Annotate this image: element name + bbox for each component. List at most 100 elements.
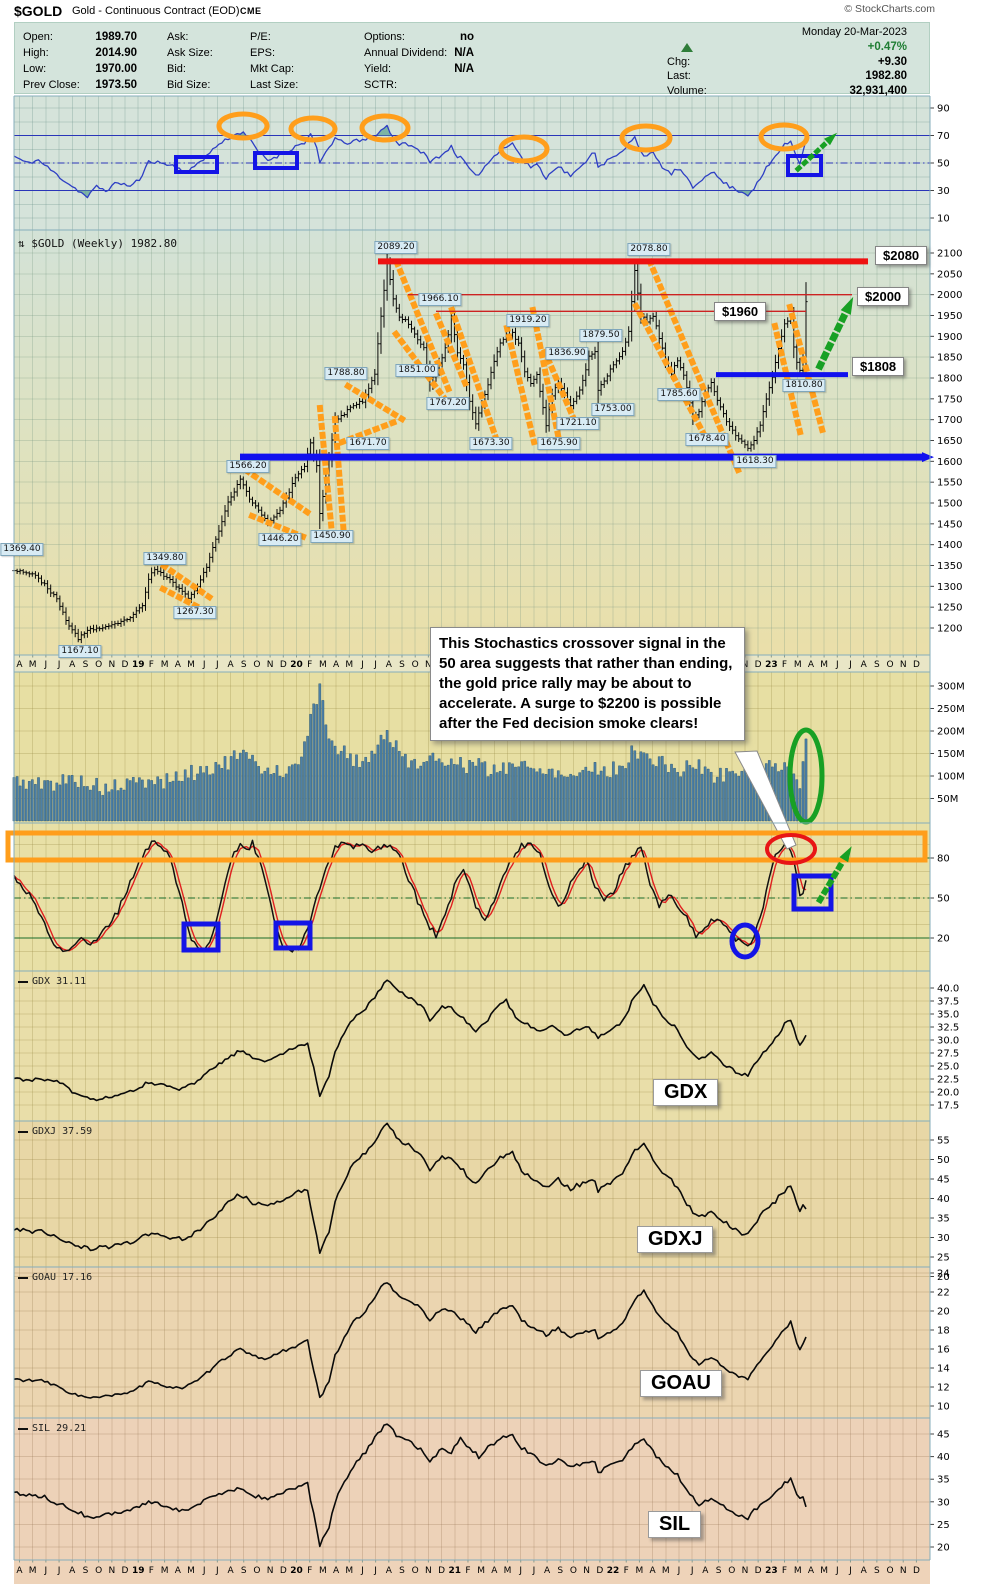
bottom-month-label: N [425, 1566, 432, 1576]
bottom-month-label: F [782, 1566, 787, 1576]
rsi-line [13, 124, 807, 199]
bottom-month-label: A [702, 1566, 709, 1576]
bottom-month-label: A [650, 1566, 657, 1576]
orange-dotted-trendline [529, 306, 563, 444]
price-label: 1450.90 [310, 530, 354, 543]
quote-label: Prev Close: [23, 79, 80, 91]
price-y-tick-label: 1550 [937, 478, 962, 489]
resistance-1960-label: $1960 [714, 302, 767, 321]
bottom-month-label: J [677, 1566, 681, 1576]
ohlc-chart-icon: ⇅ [18, 237, 25, 250]
last-label: Last: [667, 70, 691, 83]
orange-dotted-trendline [433, 312, 472, 394]
price-y-tick-label: 1700 [937, 415, 962, 426]
gdx-y-tick-label: 30.0 [937, 1036, 959, 1047]
orange-ellipse-annotation [758, 122, 810, 152]
orange-dotted-trendline [158, 584, 205, 613]
legend-line-icon [18, 1427, 28, 1430]
bottom-month-label: S [557, 1566, 563, 1576]
price-y-tick-label: 1350 [937, 561, 962, 572]
price-label: 1721.10 [556, 417, 600, 430]
bottom-month-label: M [820, 1566, 828, 1576]
bottom-month-label: D [755, 1566, 762, 1576]
quote-label: P/E: [250, 31, 271, 43]
gdxj-y-tick-label: 30 [937, 1233, 950, 1244]
rsi-y-tick-label: 30 [937, 186, 950, 197]
green-arrow-head [840, 296, 854, 315]
price-y-tick-label: 1650 [937, 436, 962, 447]
blue-rect-annotation [786, 154, 823, 177]
quote-row: Open: 1989.70 [23, 29, 137, 45]
price-label: 1671.70 [346, 437, 390, 450]
bottom-month-label: 23 [765, 1566, 778, 1576]
price-y-tick-label: 1300 [937, 582, 962, 593]
support-1808-label: $1808 [852, 357, 905, 376]
volume-value: 32,931,400 [849, 85, 907, 98]
bottom-month-label: M [662, 1566, 670, 1576]
price-label: 1349.80 [143, 552, 187, 565]
green-arrow-head [839, 846, 852, 863]
sil-y-tick-label: 35 [937, 1475, 950, 1486]
stoch-y-tick-label: 50 [937, 894, 950, 905]
gdx-y-tick-label: 27.5 [937, 1049, 959, 1060]
exchange-label: CME [240, 6, 262, 16]
sil-panel-label: SIL [648, 1511, 702, 1538]
orange-ellipse-annotation [288, 115, 338, 143]
quote-label: EPS: [250, 47, 276, 59]
bottom-month-label: D [596, 1566, 603, 1576]
price-label: 1879.50 [579, 329, 623, 342]
bottom-month-label: N [583, 1566, 590, 1576]
bottom-month-label: M [504, 1566, 512, 1576]
bottom-month-label: A [16, 1566, 23, 1576]
price-y-tick-label: 1200 [937, 624, 962, 635]
gdx-panel-bg [14, 971, 930, 1121]
price-label: 1673.30 [469, 437, 513, 450]
mid-month-label: A [386, 660, 393, 670]
quote-value: 1989.70 [95, 31, 137, 43]
bottom-month-label: M [794, 1566, 802, 1576]
price-label: 1788.80 [324, 367, 368, 380]
blue-rect-annotation [273, 920, 313, 951]
mid-month-label: O [412, 660, 419, 670]
gdx-y-tick-label: 17.5 [937, 1101, 959, 1112]
quote-label: SCTR: [364, 79, 397, 91]
green-dotted-arrow [794, 139, 830, 173]
goau-legend: GOAU 17.16 [18, 1272, 92, 1283]
symbol: $GOLD [14, 3, 63, 19]
bottom-month-label: 19 [132, 1566, 145, 1576]
rsi-y-tick-label: 70 [937, 131, 950, 142]
quote-change-block: Monday 20-Mar-2023 +0.47% Chg: +9.30 Last… [667, 25, 907, 99]
orange-ellipse-annotation [359, 113, 411, 143]
mid-month-label: F [782, 660, 787, 670]
mid-month-label: A [333, 660, 340, 670]
price-y-tick-label: 1850 [937, 353, 962, 364]
quote-value: 1970.00 [95, 63, 137, 75]
orange-dotted-trendline [541, 348, 580, 428]
bottom-month-label: O [253, 1566, 260, 1576]
quote-row: EPS: [250, 45, 342, 61]
orange-dotted-trendline [159, 561, 220, 606]
bottom-month-label: M [319, 1566, 327, 1576]
bottom-month-label: A [544, 1566, 551, 1576]
blue-rect-annotation [253, 151, 299, 170]
mid-month-label: A [227, 660, 234, 670]
mid-month-label: J [202, 660, 206, 670]
price-label: 1167.10 [58, 645, 102, 658]
bottom-month-label: N [108, 1566, 115, 1576]
mid-month-label: J [44, 660, 48, 670]
mid-month-label: D [122, 660, 129, 670]
volume-y-tick-label: 150M [937, 749, 965, 760]
bottom-axis-strip [14, 1560, 930, 1584]
percent-change: +0.47% [867, 40, 907, 53]
bottom-month-label: M [161, 1566, 169, 1576]
mid-month-label: F [307, 660, 312, 670]
orange-ellipse-annotation [619, 123, 673, 153]
price-y-tick-label: 1600 [937, 457, 962, 468]
orange-dotted-trendline [343, 381, 407, 424]
bottom-month-label: D [280, 1566, 287, 1576]
bottom-month-label: A [69, 1566, 76, 1576]
quote-row: Ask Size: [167, 45, 249, 61]
chg-value: +9.30 [877, 55, 907, 68]
bottom-month-label: J [57, 1566, 61, 1576]
mid-month-label: J [848, 660, 852, 670]
